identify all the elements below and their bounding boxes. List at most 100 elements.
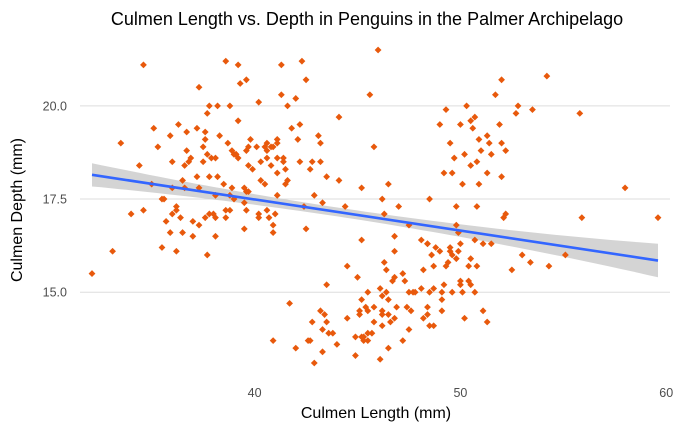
y-axis-title: Culmen Depth (mm) xyxy=(9,138,26,282)
data-point xyxy=(214,102,221,109)
data-point xyxy=(296,158,303,165)
data-point xyxy=(576,110,583,117)
data-point xyxy=(235,62,242,69)
data-point xyxy=(196,84,203,91)
data-point xyxy=(336,114,343,121)
data-point xyxy=(438,307,445,314)
data-point xyxy=(379,307,386,314)
data-point xyxy=(358,296,365,303)
data-point xyxy=(519,252,526,259)
data-point xyxy=(459,289,466,296)
chart-title: Culmen Length vs. Depth in Penguins in t… xyxy=(111,9,623,29)
data-point xyxy=(438,296,445,303)
data-point xyxy=(241,225,248,232)
data-point xyxy=(286,300,293,307)
data-point xyxy=(420,266,427,273)
data-point xyxy=(391,248,398,255)
data-point xyxy=(189,218,196,225)
data-point xyxy=(418,285,425,292)
data-point xyxy=(264,207,271,214)
gridlines xyxy=(80,106,670,292)
data-point xyxy=(177,214,184,221)
data-point xyxy=(430,263,437,270)
data-point xyxy=(379,322,386,329)
data-point xyxy=(381,259,388,266)
data-point xyxy=(443,106,450,113)
data-point xyxy=(354,274,361,281)
data-point xyxy=(257,158,264,165)
data-point xyxy=(274,170,281,177)
y-tick-label: 17.5 xyxy=(43,193,67,207)
data-point xyxy=(426,196,433,203)
data-point xyxy=(546,263,553,270)
data-point xyxy=(323,281,330,288)
data-point xyxy=(508,266,515,273)
data-point xyxy=(154,143,161,150)
data-point xyxy=(465,263,472,270)
y-axis-ticks: 15.0 17.5 20.0 xyxy=(43,99,67,299)
data-point xyxy=(334,341,341,348)
data-point xyxy=(498,76,505,83)
data-point xyxy=(270,229,277,236)
data-point xyxy=(498,173,505,180)
data-point xyxy=(173,248,180,255)
data-point xyxy=(484,319,491,326)
data-point xyxy=(449,170,456,177)
data-point xyxy=(459,181,466,188)
data-point xyxy=(529,106,536,113)
data-point xyxy=(220,181,227,188)
data-point xyxy=(352,352,359,359)
y-tick-label: 20.0 xyxy=(43,99,67,113)
data-point xyxy=(255,211,262,218)
data-point xyxy=(469,125,476,132)
data-point xyxy=(284,102,291,109)
data-point xyxy=(255,99,262,106)
data-point xyxy=(486,140,493,147)
y-tick-label: 15.0 xyxy=(43,286,67,300)
data-point xyxy=(473,263,480,270)
data-point xyxy=(447,244,454,251)
data-point xyxy=(447,140,454,147)
data-points xyxy=(89,47,662,367)
data-point xyxy=(292,95,299,102)
data-point xyxy=(478,147,485,154)
data-point xyxy=(299,58,306,65)
data-point xyxy=(543,73,550,80)
data-point xyxy=(202,136,209,143)
data-point xyxy=(296,121,303,128)
data-point xyxy=(173,203,180,210)
data-point xyxy=(329,330,336,337)
data-point xyxy=(183,147,190,154)
data-point xyxy=(212,155,219,162)
data-point xyxy=(319,348,326,355)
data-point xyxy=(235,117,242,124)
data-point xyxy=(395,203,402,210)
data-point xyxy=(167,132,174,139)
data-point xyxy=(243,207,250,214)
data-point xyxy=(175,121,182,128)
data-point xyxy=(358,237,365,244)
data-point xyxy=(457,240,464,247)
x-tick-label: 60 xyxy=(659,386,673,400)
data-point xyxy=(136,162,143,169)
data-point xyxy=(473,203,480,210)
data-point xyxy=(253,143,260,150)
data-point xyxy=(457,278,464,285)
data-point xyxy=(169,158,176,165)
data-point xyxy=(655,214,662,221)
data-point xyxy=(294,136,301,143)
data-point xyxy=(89,270,96,277)
data-point xyxy=(399,337,406,344)
data-point xyxy=(399,270,406,277)
data-point xyxy=(467,255,474,262)
data-point xyxy=(226,207,233,214)
data-point xyxy=(436,121,443,128)
data-point xyxy=(200,158,207,165)
data-point xyxy=(455,248,462,255)
x-tick-label: 40 xyxy=(248,386,262,400)
data-point xyxy=(379,196,386,203)
data-point xyxy=(109,248,116,255)
x-tick-label: 50 xyxy=(453,386,467,400)
data-point xyxy=(247,136,254,143)
